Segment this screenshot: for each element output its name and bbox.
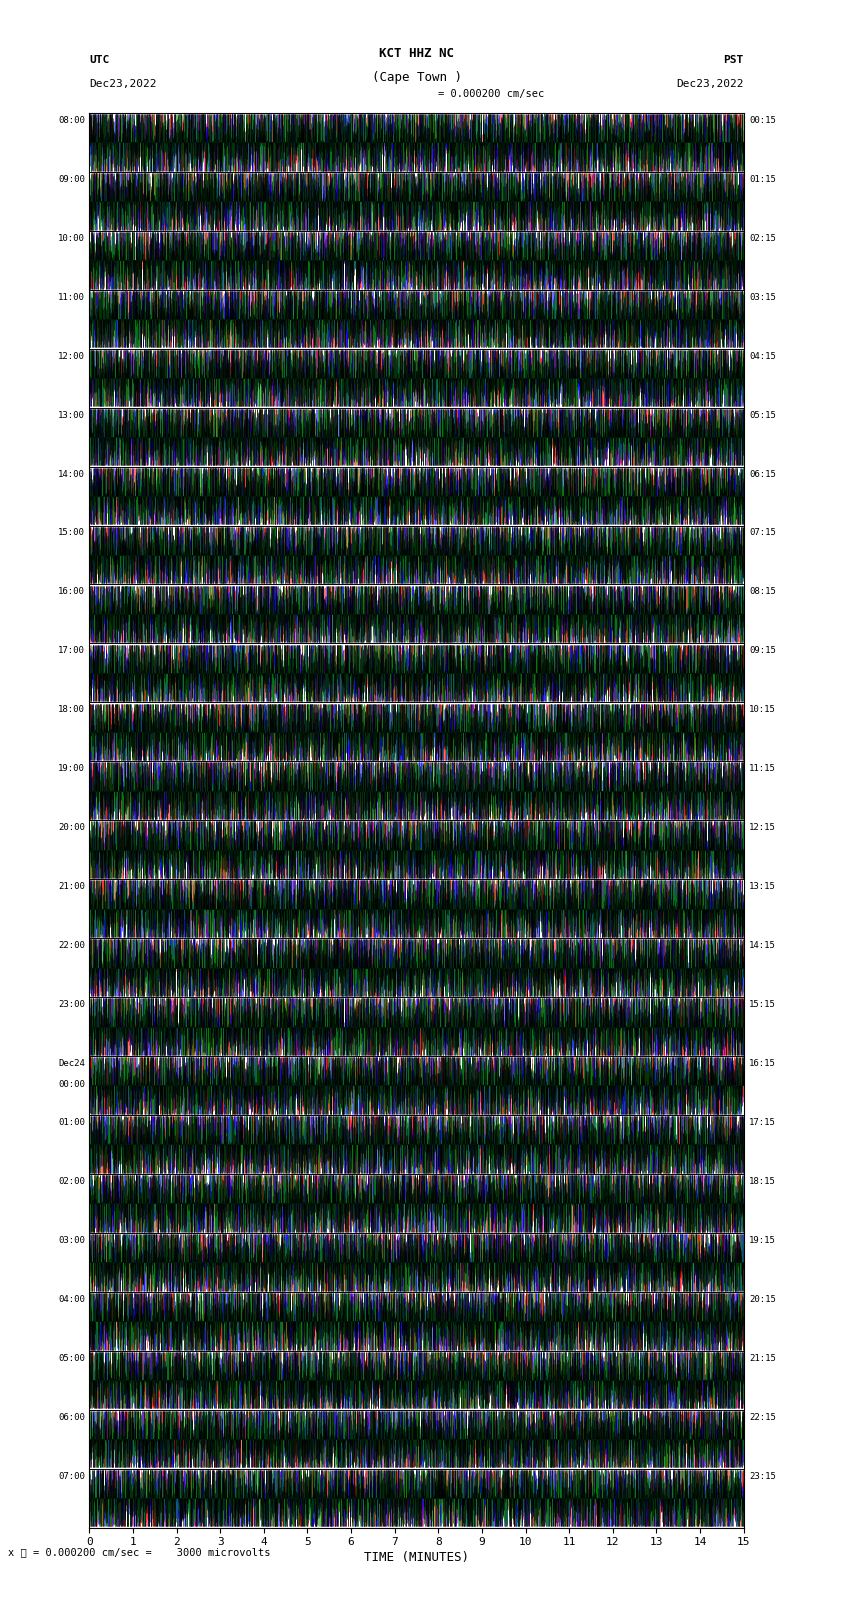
Text: PST: PST	[723, 55, 744, 65]
Text: = 0.000200 cm/sec: = 0.000200 cm/sec	[438, 89, 544, 98]
Text: UTC: UTC	[89, 55, 110, 65]
Text: 15:15: 15:15	[749, 1000, 776, 1010]
Text: 14:15: 14:15	[749, 940, 776, 950]
Text: Dec23,2022: Dec23,2022	[89, 79, 156, 89]
Text: 11:00: 11:00	[58, 292, 85, 302]
Text: 20:00: 20:00	[58, 823, 85, 832]
Text: 09:15: 09:15	[749, 647, 776, 655]
Text: 04:15: 04:15	[749, 352, 776, 361]
Text: 00:00: 00:00	[58, 1079, 85, 1089]
Text: 08:15: 08:15	[749, 587, 776, 597]
Text: 09:00: 09:00	[58, 174, 85, 184]
Text: 16:15: 16:15	[749, 1058, 776, 1068]
Text: 06:15: 06:15	[749, 469, 776, 479]
Text: 07:00: 07:00	[58, 1471, 85, 1481]
Text: 19:15: 19:15	[749, 1236, 776, 1245]
Text: 18:00: 18:00	[58, 705, 85, 715]
Text: 03:15: 03:15	[749, 292, 776, 302]
Text: 10:00: 10:00	[58, 234, 85, 242]
Text: 21:00: 21:00	[58, 882, 85, 890]
Text: 05:00: 05:00	[58, 1353, 85, 1363]
Text: Dec24: Dec24	[58, 1058, 85, 1068]
Text: 13:00: 13:00	[58, 411, 85, 419]
Text: 18:15: 18:15	[749, 1177, 776, 1186]
Text: 17:00: 17:00	[58, 647, 85, 655]
Text: 03:00: 03:00	[58, 1236, 85, 1245]
Text: 14:00: 14:00	[58, 469, 85, 479]
Text: 05:15: 05:15	[749, 411, 776, 419]
Text: 04:00: 04:00	[58, 1295, 85, 1303]
X-axis label: TIME (MINUTES): TIME (MINUTES)	[364, 1552, 469, 1565]
Text: 21:15: 21:15	[749, 1353, 776, 1363]
Text: 13:15: 13:15	[749, 882, 776, 890]
Text: KCT HHZ NC: KCT HHZ NC	[379, 47, 454, 60]
Text: 12:15: 12:15	[749, 823, 776, 832]
Text: 07:15: 07:15	[749, 529, 776, 537]
Text: 23:00: 23:00	[58, 1000, 85, 1010]
Text: 22:15: 22:15	[749, 1413, 776, 1421]
Text: 22:00: 22:00	[58, 940, 85, 950]
Text: (Cape Town ): (Cape Town )	[371, 71, 462, 84]
Text: 12:00: 12:00	[58, 352, 85, 361]
Text: 08:00: 08:00	[58, 116, 85, 124]
Text: 17:15: 17:15	[749, 1118, 776, 1127]
Text: 00:15: 00:15	[749, 116, 776, 124]
Text: 01:15: 01:15	[749, 174, 776, 184]
Text: Dec23,2022: Dec23,2022	[677, 79, 744, 89]
Text: 10:15: 10:15	[749, 705, 776, 715]
Text: 02:00: 02:00	[58, 1177, 85, 1186]
Text: 02:15: 02:15	[749, 234, 776, 242]
Text: 06:00: 06:00	[58, 1413, 85, 1421]
Text: x ⎸ = 0.000200 cm/sec =    3000 microvolts: x ⎸ = 0.000200 cm/sec = 3000 microvolts	[8, 1547, 271, 1557]
Text: 16:00: 16:00	[58, 587, 85, 597]
Text: 15:00: 15:00	[58, 529, 85, 537]
Text: 01:00: 01:00	[58, 1118, 85, 1127]
Text: 20:15: 20:15	[749, 1295, 776, 1303]
Text: 11:15: 11:15	[749, 765, 776, 773]
Text: 23:15: 23:15	[749, 1471, 776, 1481]
Text: 19:00: 19:00	[58, 765, 85, 773]
